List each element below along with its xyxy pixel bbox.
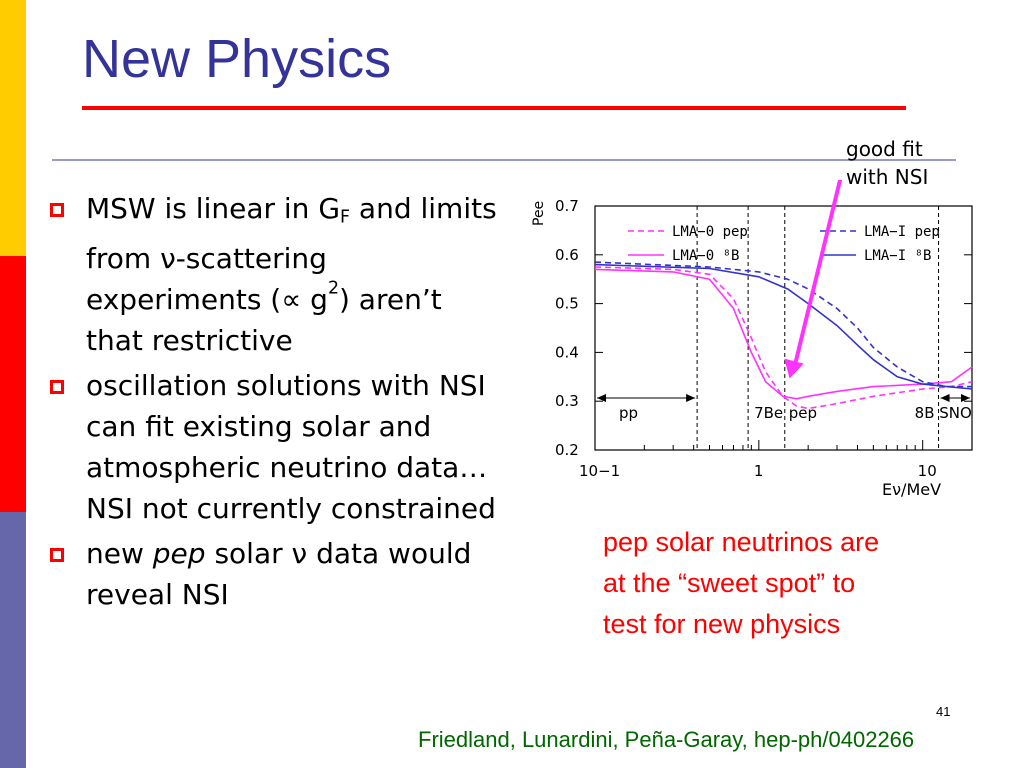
y-tick-label: 0.5 — [555, 295, 579, 313]
bullet-text-part: ) aren’t that restrictive — [86, 283, 442, 358]
nu-symbol: ν — [291, 537, 308, 571]
citation: Friedland, Lunardini, Peña-Garay, hep-ph… — [418, 727, 915, 752]
superscript-two: 2 — [327, 278, 339, 299]
callout-arrowhead-icon — [784, 358, 804, 379]
legend-label: LMA−I ⁸B — [864, 248, 931, 264]
bullet-list: MSW is linear in GF and limits from ν-sc… — [48, 188, 498, 619]
arrowhead-icon — [686, 394, 696, 402]
survival-probability-plot: 0.2 0.3 0.4 0.5 0.6 0.7 10−1 1 10 Pee Eν/MeV pp 7Be p… — [520, 180, 985, 510]
bullet-item-msw: MSW is linear in GF and limits from ν-sc… — [48, 188, 498, 361]
callout-arrow-line — [791, 180, 843, 372]
y-tick-label: 0.2 — [555, 441, 579, 459]
bullet-text-part: g — [301, 283, 328, 317]
pep-note-line: at the “sweet spot” to — [603, 568, 856, 598]
nu-symbol: ν — [160, 242, 176, 276]
x-tick-label: 10 — [918, 462, 937, 480]
region-label-pep: pep — [789, 404, 817, 422]
title-rule — [52, 159, 956, 161]
y-tick-label: 0.6 — [555, 246, 579, 264]
pep-note-line: test for new physics — [603, 609, 841, 639]
pep-note: pep solar neutrinos are at the “sweet sp… — [603, 522, 973, 645]
bullet-text-part: MSW is linear in G — [86, 192, 341, 225]
x-axis-label: Eν/MeV — [882, 480, 941, 499]
series-line-3 — [594, 263, 973, 390]
proportional-symbol: ∝ — [281, 283, 302, 317]
x-tick-label: 10−1 — [579, 462, 620, 480]
good-fit-callout: good fit with NSI — [846, 135, 928, 191]
x-tick-label: 1 — [754, 462, 764, 480]
pep-note-line: pep solar neutrinos are — [603, 527, 880, 557]
legend-label: LMA−0 pep — [672, 224, 748, 240]
arrowhead-icon — [961, 394, 970, 402]
title-underline — [82, 106, 906, 110]
y-tick-label: 0.3 — [555, 392, 579, 410]
y-tick-label: 0.4 — [555, 343, 579, 361]
square-bullet-icon — [50, 548, 64, 563]
bullet-item-pep: new pep solar ν data would reveal NSI — [48, 533, 498, 615]
bullet-text-part: data would reveal NSI — [86, 537, 472, 612]
square-bullet-icon — [50, 380, 64, 395]
series-line-0 — [594, 266, 973, 410]
y-axis-label: Pee — [531, 201, 547, 226]
bullet-text-part: new — [86, 537, 153, 571]
arrowhead-icon — [940, 394, 950, 402]
y-tick-label: 0.7 — [555, 197, 579, 215]
bullet-text-part: solar — [205, 537, 292, 571]
decorative-band-blue — [0, 512, 26, 768]
region-label-8b-sno: 8B SNO — [915, 404, 972, 422]
series-line-2 — [594, 261, 972, 388]
series-line-1 — [594, 268, 973, 400]
bullet-text: oscillation solutions with NSI can fit e… — [86, 369, 496, 526]
pep-italic-text: pep — [152, 537, 206, 571]
legend-label: LMA−I pep — [864, 224, 940, 240]
bullet-item-oscillation: oscillation solutions with NSI can fit e… — [48, 365, 498, 529]
callout-line: with NSI — [846, 165, 929, 189]
slide-title: New Physics — [82, 29, 392, 89]
slide-number: 41 — [936, 704, 951, 719]
decorative-band-yellow — [0, 0, 26, 256]
decorative-band-red — [0, 256, 26, 512]
arrowhead-icon — [597, 394, 606, 402]
plot-svg: 0.2 0.3 0.4 0.5 0.6 0.7 10−1 1 10 Pee Eν/MeV pp 7Be p… — [531, 180, 973, 499]
region-label-7be: 7Be — [754, 404, 783, 422]
legend-label: LMA−0 ⁸B — [672, 248, 739, 264]
callout-line: good fit — [846, 137, 923, 161]
subscript-f: F — [340, 207, 351, 228]
bullet-text-part: -scattering experiments ( — [86, 242, 327, 317]
square-bullet-icon — [50, 203, 64, 217]
region-label-pp: pp — [619, 404, 638, 422]
plot-frame — [594, 205, 973, 451]
bullet-text-part: and limits from — [86, 192, 497, 276]
